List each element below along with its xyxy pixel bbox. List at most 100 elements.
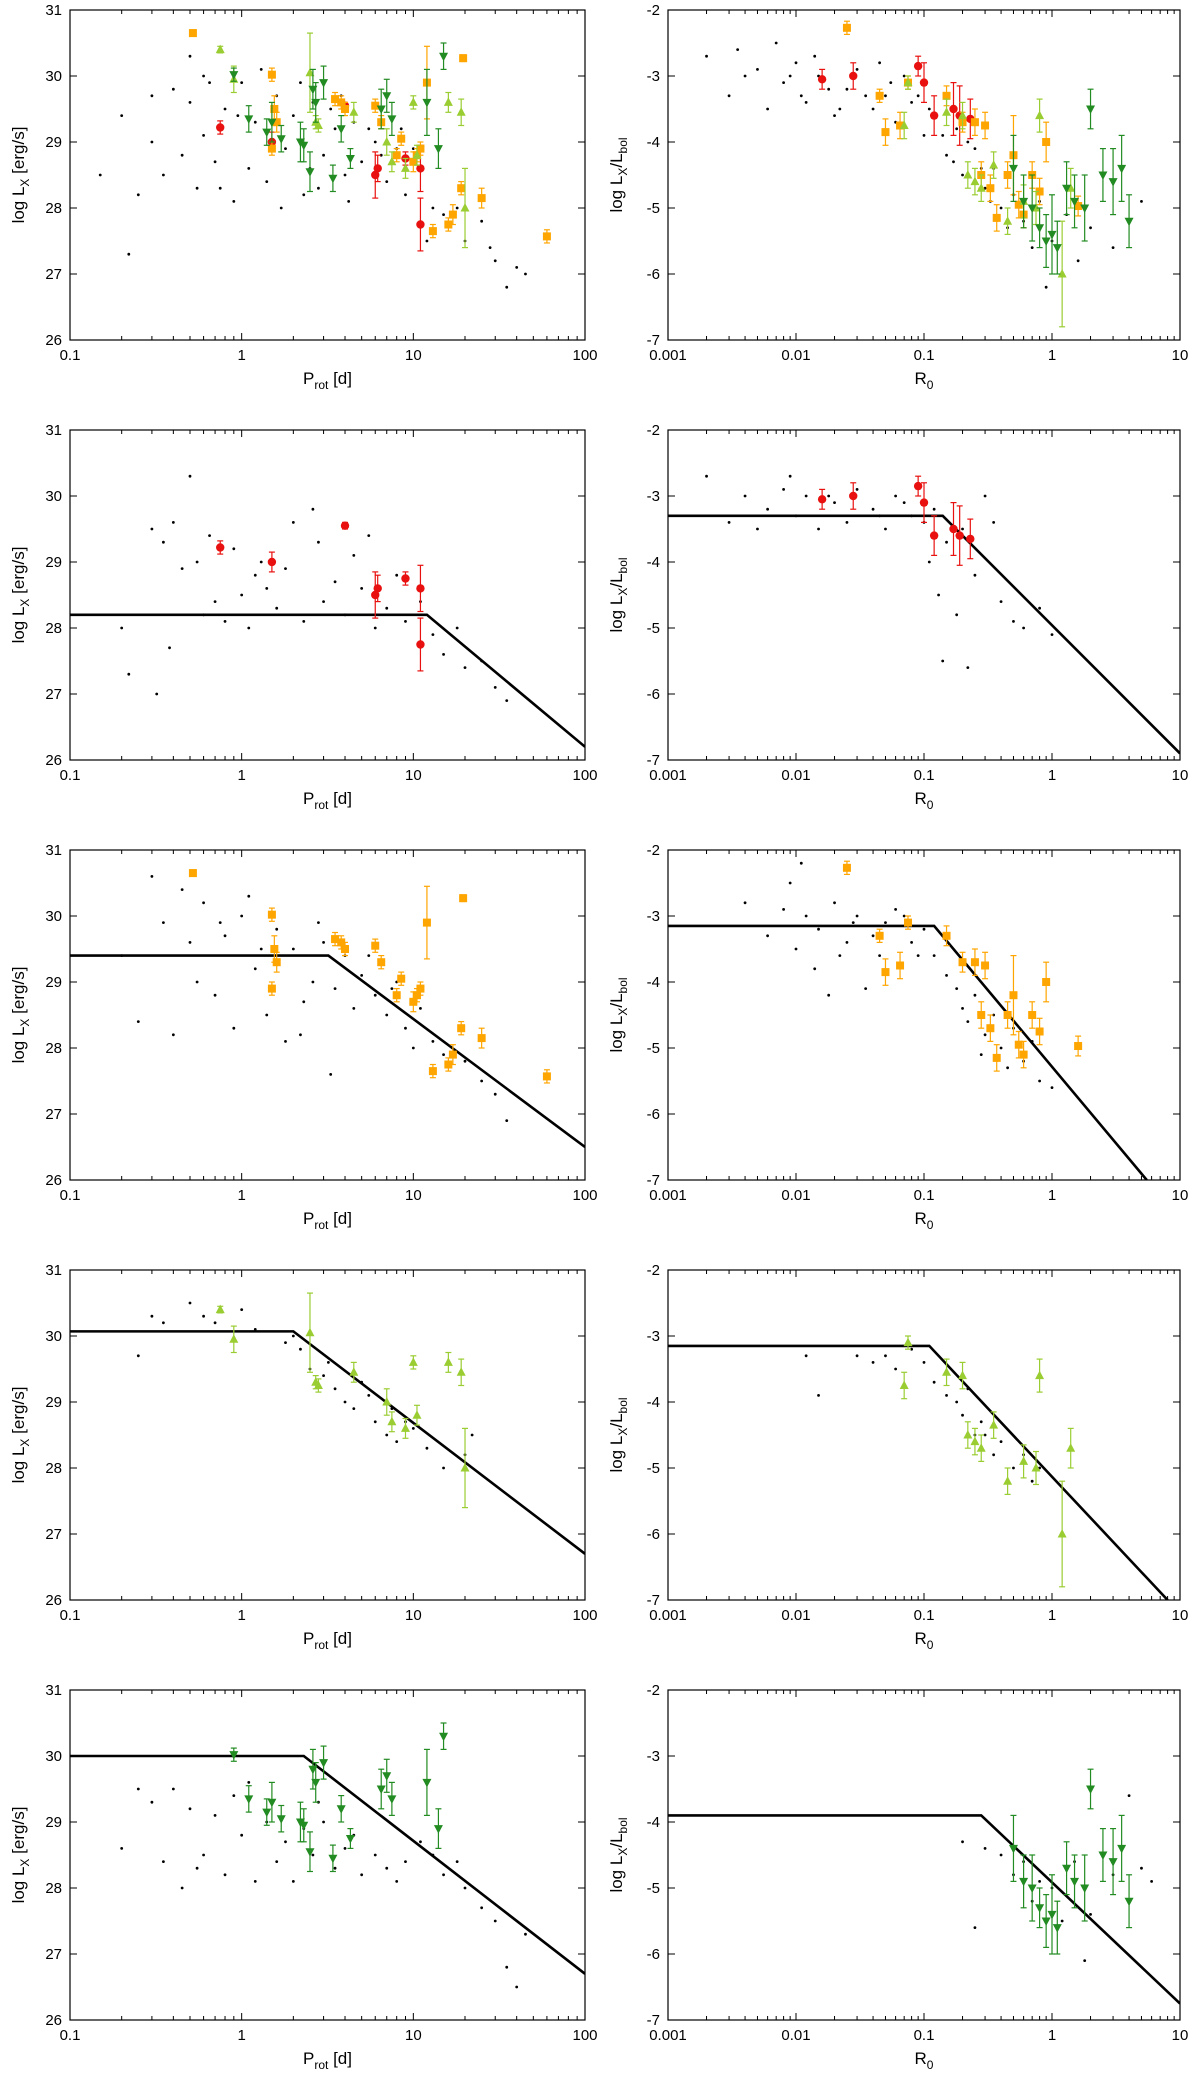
data-point — [983, 494, 987, 498]
data-point — [195, 1866, 199, 1870]
data-point — [215, 44, 225, 54]
data-point — [958, 1370, 968, 1380]
data-point — [331, 95, 340, 104]
data-point — [333, 1866, 337, 1870]
data-point — [311, 1778, 321, 1788]
data-point — [442, 1873, 445, 1877]
data-point — [463, 1886, 467, 1890]
x-tick-label: 100 — [572, 1187, 597, 1204]
y-tick-label: -2 — [647, 1262, 660, 1279]
data-point — [448, 210, 457, 219]
data-point — [896, 961, 905, 970]
data-point — [961, 1007, 964, 1010]
data-point — [218, 921, 222, 924]
y-tick-label: 31 — [45, 1262, 62, 1279]
data-point — [743, 74, 747, 78]
data-point — [477, 194, 486, 203]
data-point — [431, 633, 435, 636]
y-tick-label: 27 — [45, 1106, 62, 1123]
data-point — [431, 1040, 435, 1043]
data-point — [311, 980, 315, 984]
data-point — [265, 587, 269, 590]
data-point — [376, 1785, 386, 1794]
data-point — [319, 79, 329, 88]
data-point — [284, 567, 287, 570]
data-point — [265, 1013, 269, 1017]
data-point — [412, 150, 422, 159]
data-point — [213, 1814, 217, 1817]
data-point — [794, 514, 798, 518]
data-point — [970, 958, 979, 967]
data-point — [1076, 259, 1080, 263]
chart-panel-row3-right: -7 -6 -5 -4 -3 -2 0.001 0.01 0.1 1 10 R0 log LX/Lbol — [607, 842, 1188, 1232]
data-point — [833, 501, 836, 504]
x-tick-label: 1 — [1048, 767, 1056, 784]
data-point — [966, 666, 970, 669]
data-point — [253, 1328, 257, 1331]
y-axis-label: log LX/Lbol — [607, 557, 630, 632]
y-tick-label: -6 — [647, 1106, 660, 1123]
x-axis-label: R0 — [915, 789, 934, 812]
data-point — [849, 491, 858, 501]
data-point — [213, 1321, 217, 1325]
data-point — [136, 193, 140, 197]
data-point — [408, 1357, 418, 1366]
data-point — [390, 1407, 394, 1410]
data-point — [279, 206, 283, 210]
fit-line — [668, 924, 1148, 1180]
data-point — [463, 1059, 467, 1063]
data-point — [903, 77, 913, 87]
data-point — [1008, 164, 1018, 174]
data-point — [973, 1926, 977, 1929]
data-point — [1140, 1866, 1143, 1870]
data-point — [213, 160, 217, 164]
y-tick-label: 31 — [45, 842, 62, 859]
data-point — [422, 918, 431, 927]
data-point — [385, 1013, 389, 1017]
data-point — [1027, 1884, 1037, 1893]
data-point — [223, 1873, 227, 1877]
data-point — [884, 1354, 887, 1358]
data-point — [799, 861, 803, 865]
x-tick-label: 0.01 — [781, 1607, 810, 1624]
data-point — [916, 954, 920, 957]
data-point — [1030, 246, 1034, 250]
data-point — [743, 901, 747, 905]
data-point — [188, 101, 192, 104]
data-point — [311, 1853, 315, 1857]
y-tick-label: -3 — [647, 488, 660, 505]
data-point — [817, 495, 827, 504]
data-point — [195, 980, 199, 984]
data-point — [515, 266, 519, 269]
data-point — [1089, 1913, 1092, 1916]
data-point — [1047, 1910, 1057, 1920]
data-point — [1019, 1050, 1028, 1059]
data-point — [371, 941, 380, 950]
data-point — [955, 987, 959, 990]
data-point — [981, 961, 990, 970]
data-point — [343, 173, 347, 177]
data-point — [493, 1092, 497, 1096]
x-tick-label: 10 — [405, 1187, 422, 1204]
data-point — [379, 153, 383, 157]
data-point — [1022, 626, 1026, 630]
data-point — [1086, 1785, 1096, 1794]
data-point — [387, 115, 397, 124]
data-point — [817, 1394, 820, 1397]
data-point — [387, 1795, 397, 1804]
data-point — [932, 1380, 936, 1384]
data-point — [1047, 230, 1057, 240]
data-point — [444, 1060, 453, 1069]
x-tick-label: 1 — [1048, 2027, 1056, 2044]
data-point — [992, 1013, 996, 1017]
y-tick-label: 26 — [45, 1172, 62, 1189]
x-tick-label: 0.1 — [60, 1607, 81, 1624]
data-point — [373, 1420, 377, 1424]
data-point — [305, 168, 315, 177]
data-point — [842, 23, 851, 32]
data-point — [459, 894, 468, 903]
data-point — [343, 1400, 347, 1404]
y-tick-label: 30 — [45, 1328, 62, 1345]
y-tick-label: -3 — [647, 1328, 660, 1345]
data-point — [328, 174, 338, 184]
